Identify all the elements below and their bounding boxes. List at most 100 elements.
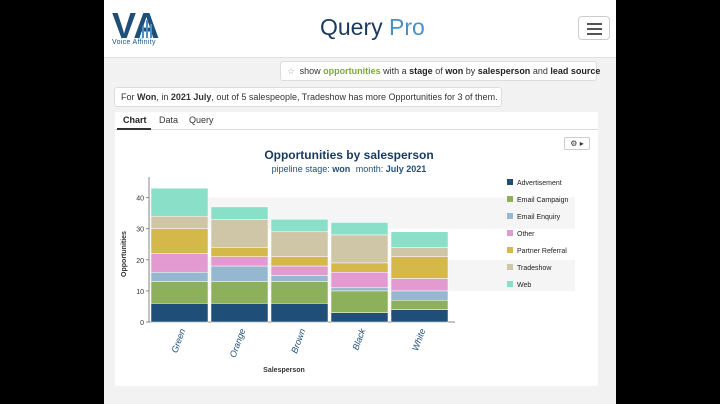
legend-swatch — [507, 264, 513, 270]
legend-swatch — [507, 196, 513, 202]
bar-segment[interactable] — [390, 231, 449, 248]
logo-subtitle: Voice Affinity — [112, 39, 156, 46]
tab-query[interactable]: Query — [189, 115, 214, 125]
legend-swatch — [507, 281, 513, 287]
results-panel: Chart Data Query ⚙ ▸ Opportunities by sa… — [115, 112, 598, 386]
query-keyword: won — [445, 66, 464, 76]
y-tick-label: 30 — [136, 227, 144, 234]
query-keyword: stage — [409, 66, 433, 76]
bar-segment[interactable] — [330, 287, 389, 292]
legend-label: Other — [517, 231, 535, 238]
query-word: by — [465, 66, 476, 76]
logo-bar-3 — [150, 24, 152, 38]
query-word: with a — [383, 66, 407, 76]
bar-segment[interactable] — [330, 312, 389, 323]
subtitle-value: July 2021 — [386, 164, 427, 174]
bar-segment[interactable] — [150, 187, 209, 217]
x-tick-label: Brown — [289, 327, 307, 354]
x-axis-label: Salesperson — [263, 367, 305, 374]
chart-title: Opportunities by salesperson — [264, 148, 433, 162]
active-tab-indicator — [117, 128, 151, 130]
bar-segment[interactable] — [150, 215, 209, 229]
answer-stage: Won — [137, 92, 157, 102]
legend-label: Partner Referral — [517, 248, 567, 255]
bar-segment[interactable] — [150, 271, 209, 282]
bar-segment[interactable] — [210, 247, 269, 257]
menu-line-icon — [587, 33, 602, 35]
x-tick-label: Green — [169, 327, 187, 354]
bar-segment[interactable] — [210, 303, 269, 323]
answer-prefix: For — [121, 92, 135, 102]
bar-segment[interactable] — [150, 281, 209, 304]
legend-label: Tradeshow — [517, 265, 552, 272]
bar-segment[interactable] — [150, 303, 209, 323]
bar-segment[interactable] — [210, 256, 269, 267]
stacked-bar-chart: Opportunities by salesperson pipeline st… — [121, 148, 575, 374]
hamburger-menu-button[interactable] — [578, 16, 610, 40]
bar-segment[interactable] — [330, 222, 389, 236]
legend-label: Email Campaign — [517, 197, 568, 204]
query-word: and — [532, 66, 548, 76]
y-tick-label: 40 — [136, 196, 144, 203]
chart-bars: Green Orange Brown Black White — [150, 187, 449, 359]
bar-segment[interactable] — [390, 256, 449, 279]
legend-swatch — [507, 247, 513, 253]
bar-segment[interactable] — [330, 262, 389, 273]
result-tabs: Chart Data Query — [115, 112, 598, 130]
tab-chart[interactable]: Chart — [123, 115, 147, 125]
gear-icon: ⚙ — [570, 139, 578, 148]
bar-segment[interactable] — [270, 281, 329, 304]
y-tick-label: 20 — [136, 258, 144, 265]
bar-segment[interactable] — [210, 281, 269, 304]
subtitle-label: pipeline stage: — [272, 164, 330, 174]
bar-segment[interactable] — [390, 278, 449, 292]
query-word: show — [299, 66, 321, 76]
bar-segment[interactable] — [150, 253, 209, 273]
bar-segment[interactable] — [210, 219, 269, 248]
legend-label: Email Enquiry — [517, 214, 561, 221]
answer-mid: , in — [156, 92, 169, 102]
bar-segment[interactable] — [270, 275, 329, 282]
voice-affinity-logo[interactable]: VA — [112, 6, 174, 50]
bar-segment[interactable] — [330, 290, 389, 313]
star-icon[interactable]: ☆ — [287, 66, 296, 76]
bar-segment[interactable] — [270, 265, 329, 276]
y-axis-label: Opportunities — [121, 231, 128, 277]
tab-data[interactable]: Data — [159, 115, 179, 125]
y-tick-label: 10 — [136, 289, 144, 296]
bar-segment[interactable] — [330, 234, 389, 264]
subtitle-value: won — [331, 164, 350, 174]
logo-bar-1 — [142, 26, 144, 38]
legend-label: Web — [517, 282, 531, 289]
menu-line-icon — [587, 28, 602, 30]
legend-label: Advertisement — [517, 180, 562, 187]
answer-summary: For Won, in 2021 July, out of 5 salespeo… — [114, 87, 502, 107]
y-tick-label: 0 — [140, 320, 144, 327]
bar-segment[interactable] — [270, 219, 329, 233]
query-keyword-measure: opportunities — [323, 66, 381, 76]
top-navbar: VA Voice Affinity Query Pro — [104, 0, 616, 58]
query-display[interactable]: ☆ show opportunities with a stage of won… — [280, 61, 600, 81]
bar-segment[interactable] — [150, 228, 209, 254]
legend-swatch — [507, 230, 513, 236]
bar-segment[interactable] — [210, 265, 269, 282]
bar-segment[interactable] — [270, 256, 329, 267]
bar-segment[interactable] — [330, 271, 389, 289]
bar-segment[interactable] — [390, 299, 449, 310]
menu-line-icon — [587, 23, 602, 25]
x-tick-label: White — [410, 327, 427, 352]
bar-segment[interactable] — [270, 303, 329, 323]
legend-swatch — [507, 213, 513, 219]
app-title: Query Pro — [320, 14, 425, 41]
bar-segment[interactable] — [210, 206, 269, 220]
app-title-suffix: Pro — [389, 14, 425, 40]
bar-segment[interactable] — [390, 290, 449, 301]
bar-segment[interactable] — [270, 231, 329, 257]
chart-subtitle: pipeline stage: won month: July 2021 — [272, 164, 427, 174]
bar-segment[interactable] — [390, 247, 449, 257]
legend-swatch — [507, 179, 513, 185]
x-tick-label: Black — [350, 327, 367, 352]
answer-suffix: , out of 5 salespeople, Tradeshow has mo… — [211, 92, 498, 102]
bar-segment[interactable] — [390, 309, 449, 323]
chart-settings-button[interactable]: ⚙ ▸ — [564, 137, 590, 150]
